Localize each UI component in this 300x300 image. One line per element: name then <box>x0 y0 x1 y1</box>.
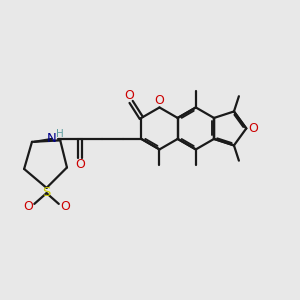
Text: H: H <box>56 129 64 139</box>
Text: O: O <box>154 94 164 107</box>
Text: N: N <box>47 132 57 145</box>
Text: S: S <box>42 186 51 199</box>
Text: O: O <box>23 200 33 213</box>
Text: O: O <box>125 89 135 102</box>
Text: O: O <box>75 158 85 171</box>
Text: O: O <box>248 122 258 135</box>
Text: O: O <box>60 200 70 213</box>
